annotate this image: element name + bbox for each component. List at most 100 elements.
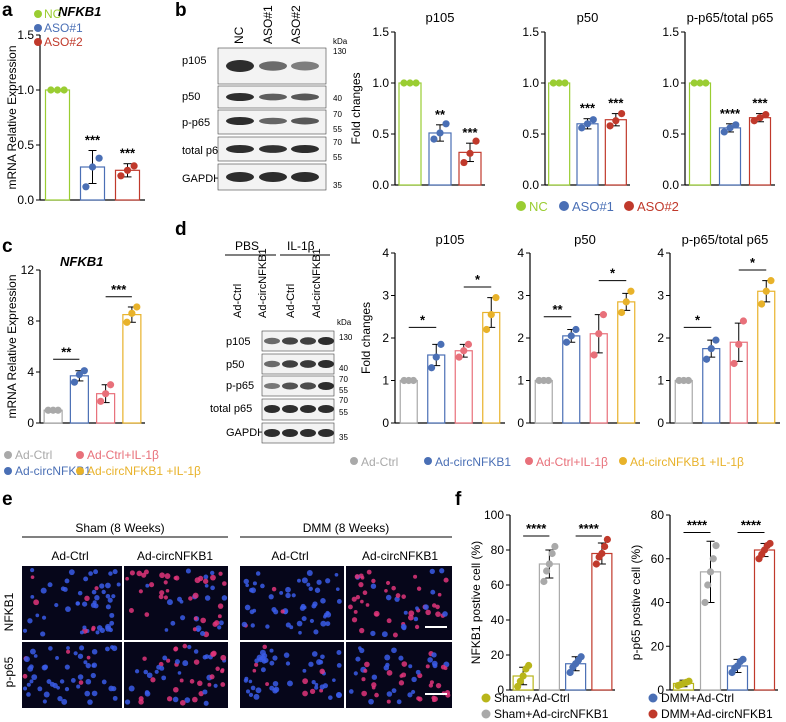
y-tick-label-b2: 0.0 xyxy=(522,178,539,192)
bracket-label-d2-0: ** xyxy=(552,302,563,317)
data-point-a-2 xyxy=(117,172,125,180)
micrographs-e: Sham (8 Weeks) DMM (8 Weeks) Ad-Ctrl Ad-… xyxy=(2,521,452,708)
nucleus-3 xyxy=(403,610,408,615)
bar-d2-1 xyxy=(562,335,581,424)
nucleus-6 xyxy=(336,650,342,656)
data-point-f1-1 xyxy=(545,560,553,568)
nucleus-4 xyxy=(91,690,98,697)
nucleus-2 xyxy=(302,605,307,610)
chart-title-b1: p105 xyxy=(426,10,455,25)
data-point-d3-2 xyxy=(735,340,743,348)
data-point-d3-2 xyxy=(739,317,748,325)
blot-b-lane-aso2: ASO#2 xyxy=(289,5,303,44)
nucleus-4 xyxy=(64,687,70,692)
nucleus-1 xyxy=(165,588,170,593)
legend-a-aso1: ASO#1 xyxy=(44,21,83,35)
data-point-b3-1 xyxy=(732,121,740,129)
nucleus-3 xyxy=(442,611,448,617)
bracket-label-f2-0: **** xyxy=(687,518,708,533)
y-tick-label-f1: 20 xyxy=(491,648,505,662)
nucleus-3 xyxy=(408,610,415,617)
nucleus-3 xyxy=(432,603,437,608)
bar-b3-2 xyxy=(748,117,772,186)
nucleus-5 xyxy=(184,697,191,703)
data-point-b1-1 xyxy=(436,129,444,137)
bracket-label-d3-0: * xyxy=(695,312,701,327)
nucleus-4 xyxy=(79,645,85,651)
y-tick-label-f1: 100 xyxy=(484,508,504,522)
nucleus-1 xyxy=(128,607,134,613)
nucleus-5 xyxy=(198,690,204,697)
nucleus-4 xyxy=(90,672,96,679)
nucleus-2 xyxy=(265,624,270,629)
y-tick-label-a: 1.0 xyxy=(17,83,34,97)
nucleus-6 xyxy=(287,680,293,687)
nucleus-5 xyxy=(197,680,203,687)
blot-d-band-gapdh-2 xyxy=(300,429,316,437)
nucleus-0 xyxy=(22,628,28,633)
nucleus-3 xyxy=(351,617,358,623)
legend-a-dot-aso2 xyxy=(34,38,42,46)
bar-b3-0 xyxy=(688,82,712,186)
blot-d-band-pp65-3 xyxy=(318,382,334,390)
blot-b-marker-70b: 70 xyxy=(333,138,342,147)
nucleus-4 xyxy=(26,682,31,687)
blot-d-band-totalp65-3 xyxy=(318,405,334,413)
nucleus-0 xyxy=(82,625,87,630)
legend-f-dmm-ctrl: DMM+Ad-Ctrl xyxy=(661,691,734,705)
legend-a: NC ASO#1 ASO#2 xyxy=(34,7,83,49)
data-point-c-1 xyxy=(80,367,88,375)
y-tick-label-d1: 0 xyxy=(382,416,389,430)
data-point-f2-3 xyxy=(766,539,774,548)
nucleus-2 xyxy=(291,593,296,598)
nucleus-7 xyxy=(427,657,433,663)
blot-b-band-p105-2 xyxy=(291,61,319,71)
nucleus-6 xyxy=(308,661,314,667)
data-point-b3-2 xyxy=(762,111,770,119)
data-point-b3-1 xyxy=(726,124,734,132)
nucleus-6 xyxy=(302,690,308,697)
blot-b-band-gapdh-2 xyxy=(291,172,319,182)
chart-b-pp65-ratio: 0.00.51.01.5p-p65/total p65******* xyxy=(662,10,775,192)
nucleus-3 xyxy=(359,627,365,634)
data-point-f1-1 xyxy=(551,542,559,551)
legend-d: Ad-Ctrl Ad-circNFKB1 Ad-Ctrl+IL-1β Ad-ci… xyxy=(350,455,744,469)
nucleus-6 xyxy=(269,660,275,666)
blot-d-band-p105: p105 xyxy=(226,336,250,348)
nucleus-6 xyxy=(328,695,333,700)
data-point-b3-0 xyxy=(690,79,698,87)
bar-f2-3 xyxy=(753,549,776,691)
nucleus-5 xyxy=(154,669,159,674)
nucleus-7 xyxy=(348,689,354,694)
nucleus-3 xyxy=(423,604,429,610)
data-point-c-3 xyxy=(123,318,131,326)
y-tick-label-f1: 40 xyxy=(491,613,505,627)
nucleus-3 xyxy=(385,594,392,601)
nucleus-0 xyxy=(107,597,113,603)
e-row-nfkb1: NFKB1 xyxy=(2,592,16,631)
nucleus-6 xyxy=(250,685,256,691)
nucleus-3 xyxy=(381,631,388,638)
nucleus-4 xyxy=(26,692,31,697)
nucleus-5 xyxy=(172,696,179,703)
nucleus-1 xyxy=(163,580,168,585)
nucleus-7 xyxy=(417,696,423,702)
nucleus-1 xyxy=(199,630,206,637)
nucleus-1 xyxy=(212,621,218,627)
nucleus-0 xyxy=(68,569,75,576)
nucleus-4 xyxy=(91,662,98,668)
nucleus-7 xyxy=(408,664,413,669)
y-tick-label-d2: 2 xyxy=(517,331,524,345)
nucleus-4 xyxy=(91,648,98,655)
nucleus-1 xyxy=(159,590,165,596)
blot-b-band-p105: p105 xyxy=(182,55,206,67)
nucleus-6 xyxy=(254,658,260,664)
nucleus-4 xyxy=(111,645,118,652)
nucleus-0 xyxy=(40,587,47,594)
nucleus-6 xyxy=(261,658,267,664)
nucleus-3 xyxy=(425,609,431,616)
nucleus-5 xyxy=(150,677,156,683)
nucleus-2 xyxy=(308,586,313,592)
bracket-label-f1-0: **** xyxy=(526,521,547,536)
